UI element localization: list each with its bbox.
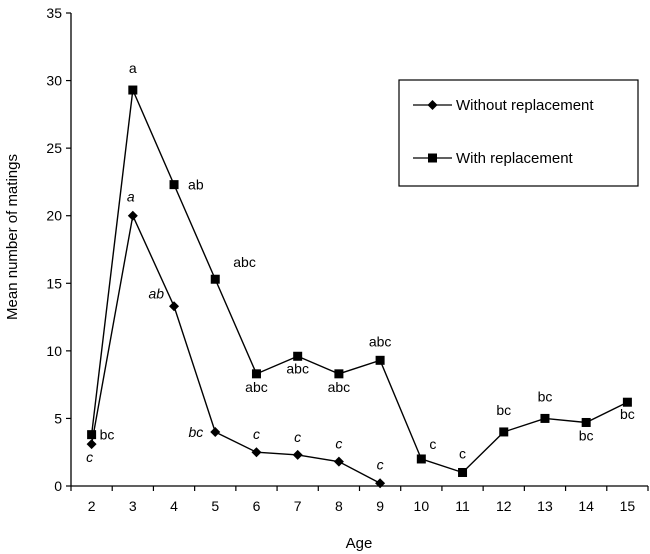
point-without-replacement [251, 447, 262, 458]
x-axis-title: Age [346, 535, 373, 552]
series-lines [90, 87, 628, 484]
data-label-with-replacement: bc [538, 388, 553, 404]
point-with-replacement [622, 397, 632, 407]
series-markers [86, 85, 632, 489]
point-without-replacement [292, 449, 303, 460]
data-label-with-replacement: abc [328, 379, 351, 395]
x-ticks: 2 3 4 5 6 7 8 9 10 11 12 13 14 15 [70, 486, 649, 514]
data-label-without-replacement: ab [148, 285, 164, 301]
point-without-replacement [333, 456, 344, 467]
point-without-replacement [127, 210, 138, 221]
series-line-without-replacement [90, 213, 381, 484]
point-with-replacement [375, 355, 385, 365]
x-tick-label: 2 [88, 498, 96, 514]
x-tick-label: 10 [414, 498, 430, 514]
legend-entry-with-replacement: With replacement [413, 150, 574, 167]
data-label-with-replacement: bc [579, 427, 594, 443]
x-tick-label: 13 [537, 498, 553, 514]
point-with-replacement [87, 430, 97, 440]
x-tick-label: 15 [620, 498, 636, 514]
data-label-without-replacement: c [253, 426, 260, 442]
point-with-replacement [128, 85, 138, 95]
x-tick-label: 12 [496, 498, 512, 514]
x-tick-label: 5 [211, 498, 219, 514]
point-without-replacement [86, 439, 97, 450]
x-tick-label: 14 [578, 498, 594, 514]
y-tick-label: 15 [46, 275, 62, 291]
point-with-replacement [581, 417, 591, 427]
x-tick-label: 7 [294, 498, 302, 514]
data-label-with-replacement: a [129, 60, 137, 76]
x-tick-label: 4 [170, 498, 178, 514]
data-label-with-replacement: abc [245, 379, 268, 395]
data-label-with-replacement: abc [233, 254, 256, 270]
y-axis-title: Mean number of matings [4, 154, 21, 320]
legend-square-marker-icon [428, 153, 437, 163]
point-with-replacement [251, 369, 261, 379]
legend-diamond-marker-icon [427, 100, 438, 110]
point-without-replacement [210, 426, 221, 437]
legend-label-with-replacement: With replacement [456, 150, 574, 167]
data-label-without-replacement: c [377, 456, 384, 472]
point-with-replacement [540, 413, 550, 423]
point-without-replacement [375, 478, 386, 489]
y-tick-label: 10 [46, 343, 62, 359]
x-tick-label: 6 [253, 498, 261, 514]
legend-box [398, 79, 639, 187]
y-tick-label: 5 [54, 410, 62, 426]
data-label-with-replacement: bc [620, 406, 635, 422]
data-label-with-replacement: bc [496, 402, 511, 418]
data-label-with-replacement: abc [369, 333, 392, 349]
x-tick-label: 9 [376, 498, 384, 514]
point-with-replacement [334, 369, 344, 379]
point-with-replacement [210, 274, 220, 284]
data-label-with-replacement: c [459, 445, 466, 461]
point-without-replacement [169, 301, 180, 312]
legend-entry-without-replacement: Without replacement [413, 97, 594, 114]
data-label-with-replacement: ab [188, 177, 204, 193]
x-tick-label: 3 [129, 498, 137, 514]
data-label-without-replacement: c [335, 436, 342, 452]
data-label-without-replacement: bc [188, 424, 203, 440]
data-label-without-replacement: c [86, 449, 93, 465]
point-with-replacement [499, 427, 509, 437]
y-tick-label: 30 [46, 73, 62, 89]
y-tick-label: 35 [46, 5, 62, 21]
y-tick-label: 25 [46, 140, 62, 156]
point-with-replacement [293, 351, 303, 361]
data-label-with-replacement: bc [100, 427, 115, 443]
legend-label-without-replacement: Without replacement [456, 97, 594, 114]
data-label-with-replacement: abc [286, 360, 309, 376]
data-label-with-replacement: c [429, 436, 436, 452]
point-with-replacement [458, 467, 468, 477]
point-with-replacement [169, 180, 179, 190]
y-ticks: 0 5 10 15 20 25 30 35 [46, 5, 71, 494]
y-tick-label: 20 [46, 208, 62, 224]
series-line-with-replacement [90, 87, 628, 474]
legend: Without replacement With replacement [398, 79, 639, 187]
data-label-without-replacement: c [294, 429, 301, 445]
x-tick-label: 11 [455, 498, 470, 514]
y-tick-label: 0 [54, 478, 62, 494]
x-tick-label: 8 [335, 498, 343, 514]
data-label-without-replacement: a [127, 189, 135, 205]
point-with-replacement [416, 454, 426, 464]
